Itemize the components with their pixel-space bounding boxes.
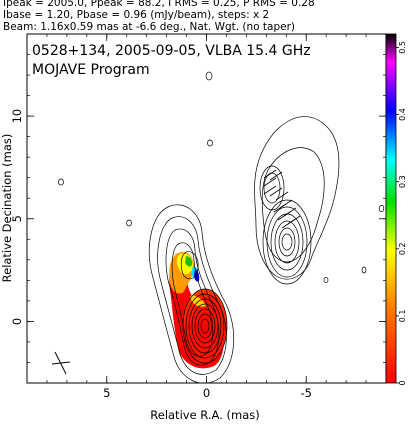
x-tick-label: 5	[103, 386, 110, 400]
outer-component-contour-2	[261, 147, 325, 263]
core-contour-7	[188, 298, 222, 354]
outer-blob-contour-1	[262, 199, 312, 285]
beam-cross	[51, 351, 71, 375]
outer-component-contour-1	[254, 116, 340, 280]
core-contour-10	[197, 313, 213, 339]
isolated-contour-top	[205, 71, 213, 81]
y-tick-label: 0	[10, 318, 24, 325]
axis-ticks: 5 0 -5 0 5 10	[10, 33, 387, 400]
header-stats-line-1: Ipeak = 2005.0, Ppeak = 88.2, I RMS = 0.…	[3, 0, 315, 9]
outer-blob-contour-5	[278, 227, 296, 257]
isolated-contour-mid	[207, 139, 213, 147]
header-beam-line: Beam: 1.16x0.59 mas at -6.6 deg., Nat. W…	[3, 21, 296, 33]
y-axis-label: Relative Decination (mas)	[0, 134, 14, 283]
colorbar-ticks: 0 0.1 0.2 0.3 0.4 0.5	[396, 41, 407, 386]
colorbar-tick-label: 0.5	[398, 41, 407, 54]
header-stats-line-2: Ibase = 1.20, Pbase = 0.96 (mJy/beam), s…	[3, 9, 270, 21]
colorbar-tick-label: 0.2	[398, 242, 407, 255]
total-intensity-contours	[58, 71, 385, 383]
outer-blob-contour-4	[274, 220, 300, 264]
x-tick-label: 0	[203, 386, 210, 400]
jet-polarization-yellow-patch	[190, 295, 206, 307]
outer-blob-contour-2	[266, 206, 308, 278]
x-axis-label: Relative R.A. (mas)	[150, 408, 259, 422]
isolated-contour-right	[361, 266, 367, 274]
polarization-vectors	[263, 169, 301, 229]
chart-title: 0528+134, 2005-09-05, VLBA 15.4 GHz	[32, 43, 311, 59]
outer-blob-contour-3	[270, 213, 304, 271]
core-contour-5	[182, 288, 228, 364]
core-contour-6	[185, 293, 225, 359]
y-tick-label: 10	[10, 109, 24, 124]
outer-blob-contour-6	[281, 233, 293, 251]
isolated-contour-left	[58, 178, 64, 186]
x-tick-label: -5	[300, 386, 311, 400]
jet-knot-contour	[180, 251, 199, 280]
colorbar-tick-label: 0	[398, 380, 407, 385]
upper-component-contour-1	[259, 165, 285, 211]
isolated-contour-right-low	[323, 277, 329, 283]
contour-level-1	[149, 204, 235, 383]
contour-level-2	[157, 216, 227, 375]
colorbar-tick-label: 0.3	[398, 175, 407, 188]
y-tick-label: 5	[10, 215, 24, 222]
colorbar	[385, 33, 397, 384]
core-contour-11	[200, 318, 210, 334]
core-contour-8	[191, 303, 219, 349]
isolated-contour-jet-left	[126, 219, 132, 227]
colorbar-tick-label: 0.1	[398, 310, 407, 323]
colorbar-tick-label: 0.4	[398, 108, 407, 121]
chart-subtitle: MOJAVE Program	[32, 62, 150, 78]
isolated-contour-edge	[378, 205, 385, 212]
jet-polarization-green	[185, 256, 193, 267]
core-polarization-fill	[183, 289, 227, 363]
contour-level-4	[171, 242, 214, 357]
core-contour-9	[194, 308, 216, 344]
